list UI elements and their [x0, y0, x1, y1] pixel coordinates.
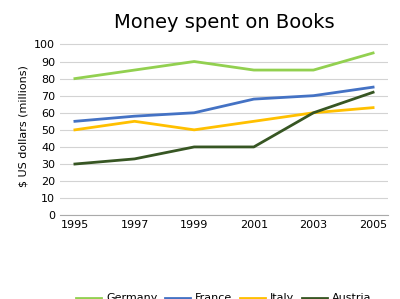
Line: Germany: Germany	[75, 53, 373, 79]
Germany	[72, 77, 77, 80]
France	[311, 94, 316, 97]
Austria	[252, 145, 256, 149]
Germany	[192, 60, 196, 63]
Line: Austria: Austria	[75, 92, 373, 164]
Germany	[371, 51, 376, 55]
France	[192, 111, 196, 115]
France	[132, 115, 137, 118]
Y-axis label: $ US dollars (millions): $ US dollars (millions)	[18, 65, 28, 187]
Germany	[311, 68, 316, 72]
Italy	[72, 128, 77, 132]
France	[252, 97, 256, 101]
Austria	[371, 91, 376, 94]
Austria	[72, 162, 77, 166]
Germany	[132, 68, 137, 72]
Italy	[132, 120, 137, 123]
Legend: Germany, France, Italy, Austria: Germany, France, Italy, Austria	[72, 289, 376, 299]
Italy	[371, 106, 376, 109]
France	[72, 120, 77, 123]
Line: Italy: Italy	[75, 108, 373, 130]
Line: France: France	[75, 87, 373, 121]
Italy	[252, 120, 256, 123]
Austria	[192, 145, 196, 149]
Italy	[192, 128, 196, 132]
Title: Money spent on Books: Money spent on Books	[114, 13, 334, 32]
Austria	[311, 111, 316, 115]
Germany	[252, 68, 256, 72]
Italy	[311, 111, 316, 115]
Austria	[132, 157, 137, 161]
France	[371, 85, 376, 89]
